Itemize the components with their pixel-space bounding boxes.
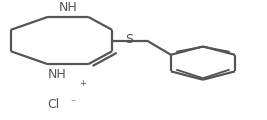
Text: NH: NH: [59, 1, 77, 14]
Text: NH: NH: [48, 68, 67, 81]
Text: Cl: Cl: [47, 98, 60, 111]
Text: S: S: [125, 33, 134, 46]
Text: +: +: [79, 79, 86, 88]
Text: ⁻: ⁻: [71, 98, 76, 108]
